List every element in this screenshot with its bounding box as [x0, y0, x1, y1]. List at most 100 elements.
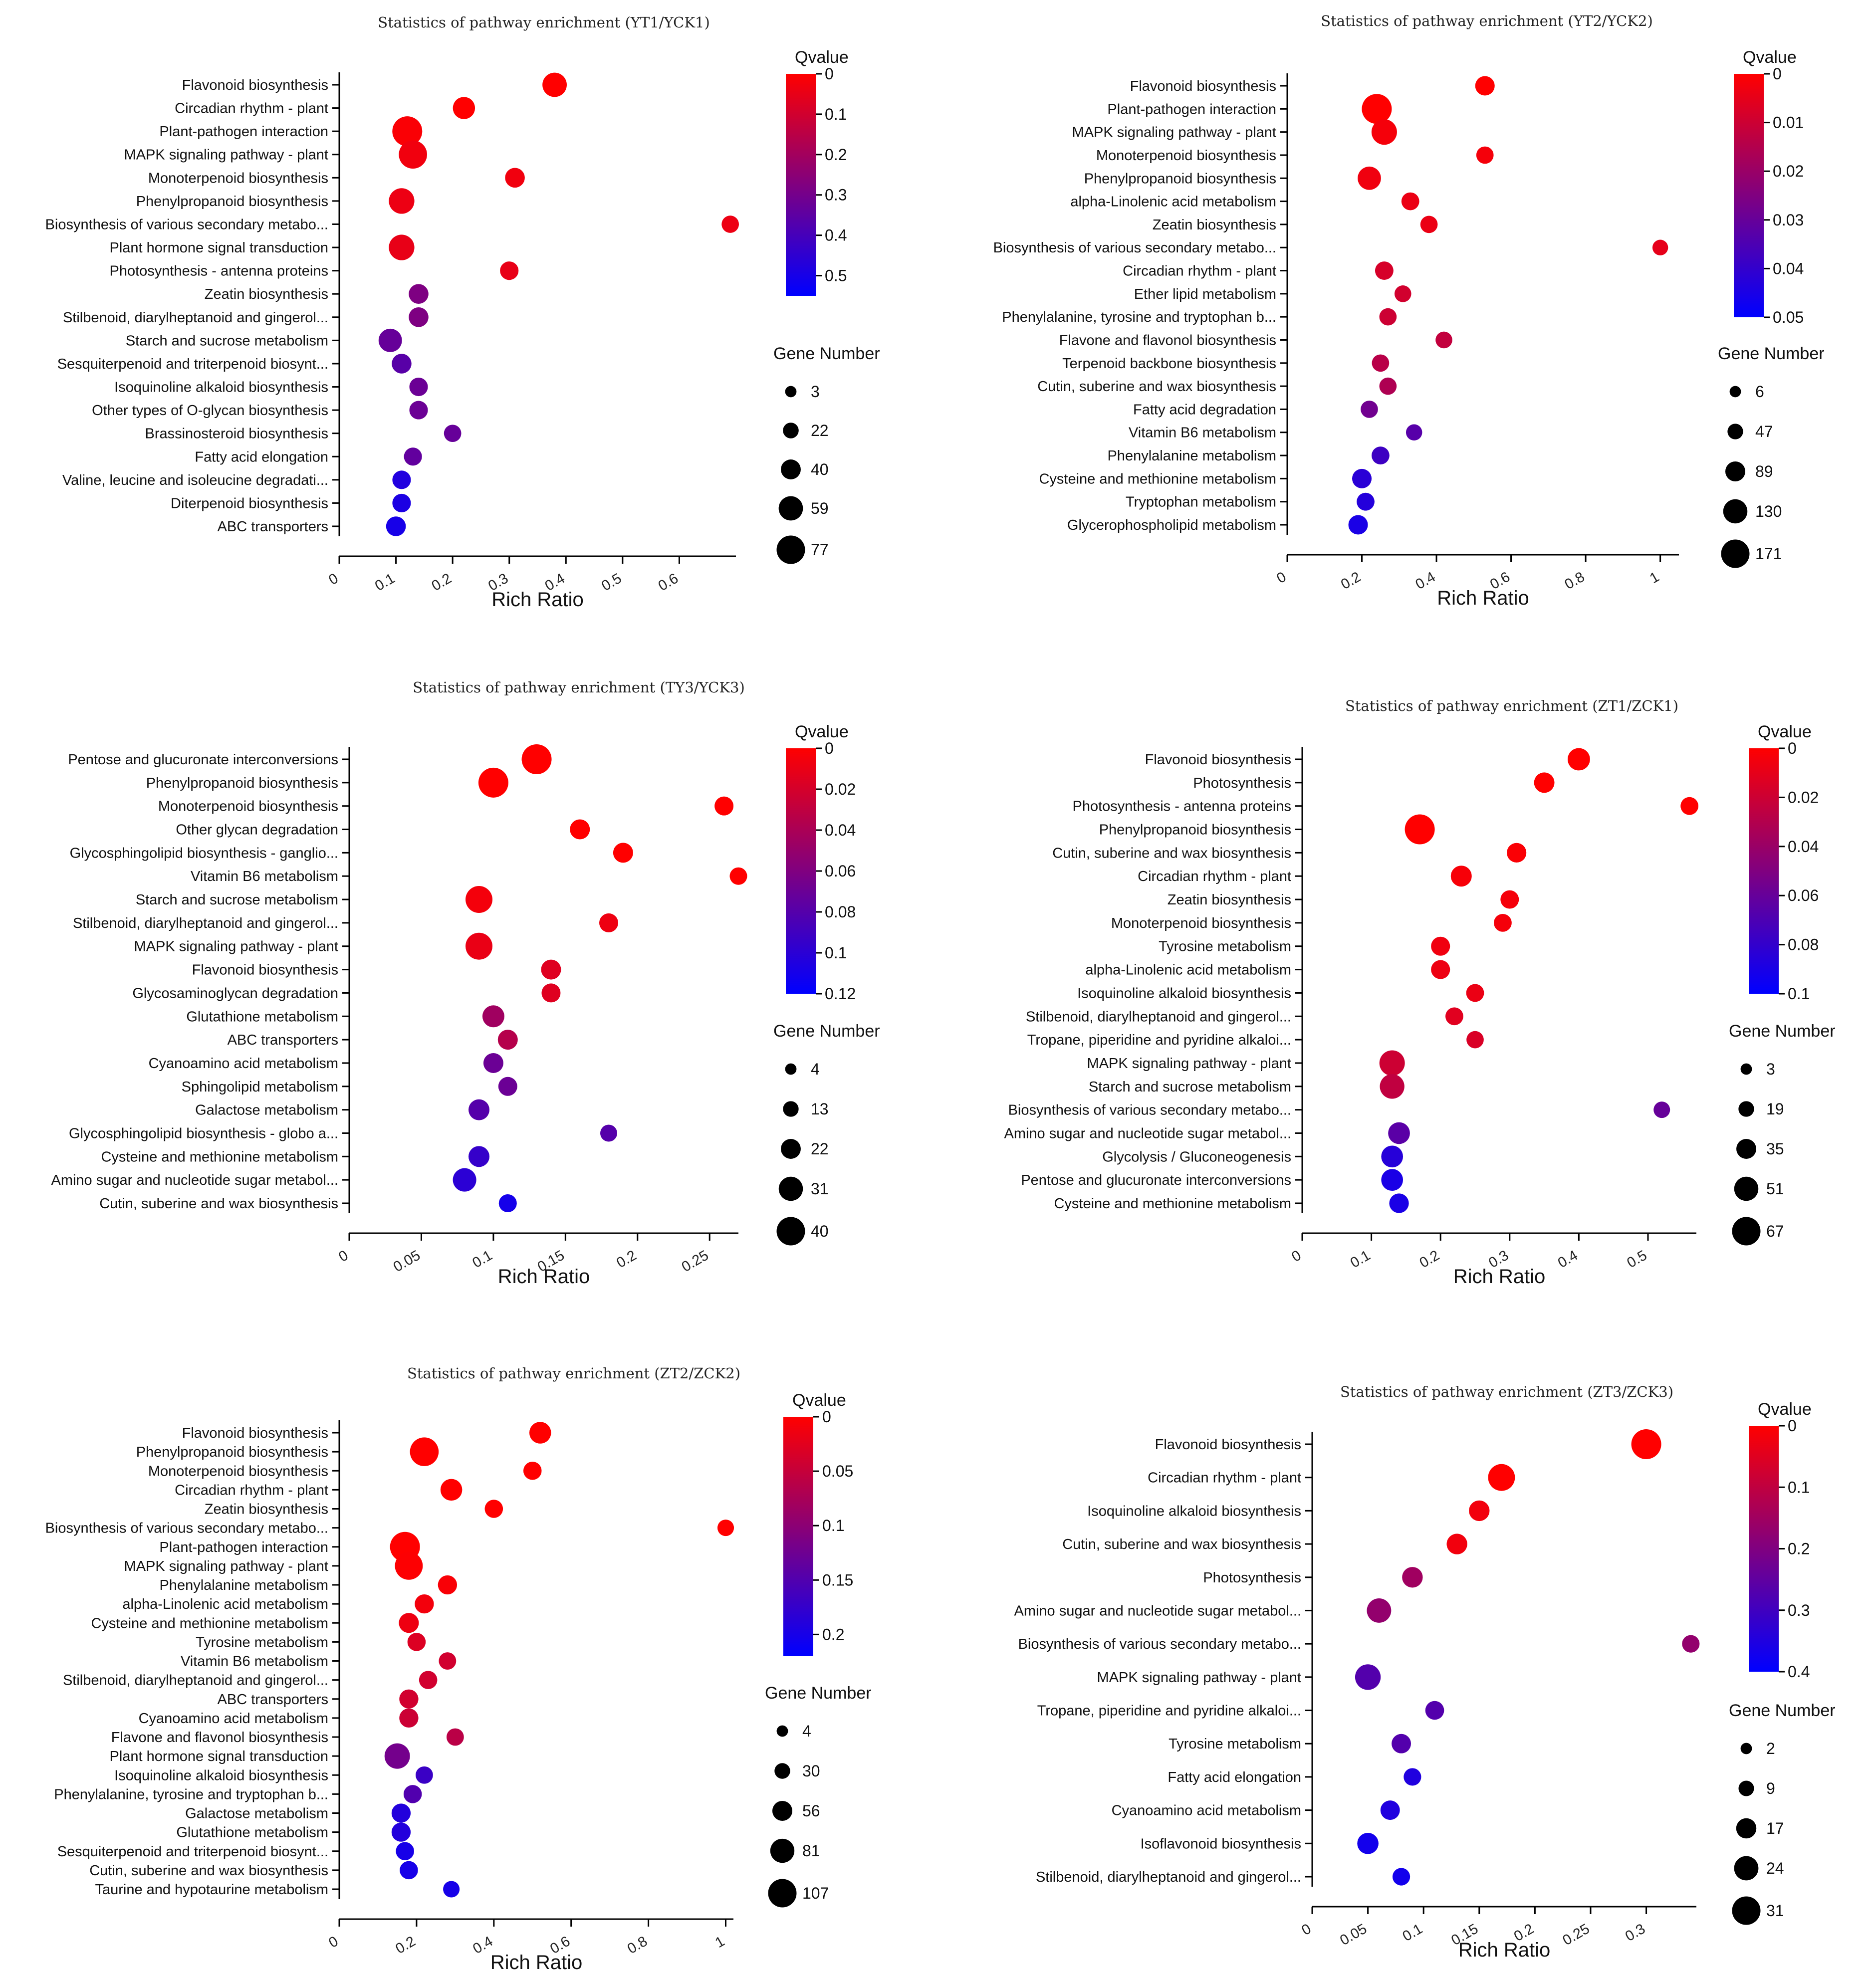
gene-number-legend-label: 17 [1766, 1819, 1784, 1837]
qvalue-tick-label: 0.2 [1788, 1540, 1810, 1558]
pathway-label: Stilbenoid, diarylheptanoid and gingerol… [1026, 1009, 1291, 1025]
pathway-label: Biosynthesis of various secondary metabo… [45, 1521, 328, 1536]
x-tick-label: 0.2 [393, 1933, 418, 1957]
pathway-label: Galactose metabolism [185, 1806, 328, 1822]
gene-number-legend-dot [785, 386, 797, 398]
qvalue-tick-label: 0 [1773, 65, 1782, 83]
data-point [1431, 960, 1450, 979]
gene-number-legend-dot [783, 423, 799, 439]
x-tick-label: 0.8 [625, 1933, 650, 1957]
pathway-label: alpha-Linolenic acid metabolism [1070, 194, 1276, 210]
gene-number-legend-dot [1727, 424, 1743, 439]
gene-number-legend-title: Gene Number [773, 344, 880, 363]
gene-number-legend-dot [1738, 1101, 1754, 1117]
pathway-label: Zeatin biosynthesis [1153, 217, 1276, 233]
data-point [399, 140, 427, 169]
data-point [482, 1005, 504, 1028]
gene-number-legend-label: 130 [1755, 502, 1782, 520]
gene-number-legend-label: 30 [802, 1762, 820, 1780]
chart-panel-4: Statistics of pathway enrichment (ZT1/ZC… [1004, 697, 1835, 1288]
data-point [1355, 1664, 1381, 1690]
gene-number-legend-label: 22 [811, 1140, 829, 1158]
pathway-label: Diterpenoid biosynthesis [171, 495, 328, 511]
x-axis-title: Rich Ratio [1458, 1939, 1551, 1961]
gene-number-legend-dot [778, 1176, 803, 1201]
data-point [409, 401, 428, 420]
pathway-label: Starch and sucrose metabolism [136, 892, 338, 908]
x-tick-label: 0.8 [1562, 569, 1588, 593]
pathway-label: Plant-pathogen interaction [1107, 101, 1276, 117]
data-point [541, 983, 561, 1003]
gene-number-legend-dot [1740, 1063, 1752, 1075]
data-point [1357, 492, 1375, 511]
pathway-label: Phenylalanine metabolism [159, 1577, 328, 1593]
pathway-label: Cysteine and methionine metabolism [1039, 471, 1276, 487]
gene-number-legend-label: 171 [1755, 545, 1782, 563]
qvalue-tick-label: 0.02 [1788, 788, 1819, 806]
x-tick-label: 0.05 [1337, 1921, 1370, 1949]
pathway-label: Pentose and glucuronate interconversions [68, 752, 338, 768]
pathway-label: Phenylpropanoid biosynthesis [136, 194, 328, 210]
pathway-label: Glycosphingolipid biosynthesis - globo a… [69, 1125, 338, 1141]
data-point [391, 1822, 411, 1842]
gene-number-legend-label: 35 [1766, 1140, 1784, 1158]
pathway-label: Amino sugar and nucleotide sugar metabol… [51, 1172, 338, 1188]
gene-number-legend-label: 59 [811, 499, 829, 517]
pathway-label: Fatty acid elongation [1168, 1769, 1301, 1785]
qvalue-colorbar [783, 1417, 813, 1656]
pathway-label: Galactose metabolism [195, 1102, 338, 1118]
data-point [1380, 1074, 1405, 1099]
x-tick-label: 0 [1299, 1921, 1314, 1939]
gene-number-legend-dot [1725, 461, 1746, 482]
gene-number-legend-title: Gene Number [1729, 1022, 1836, 1041]
qvalue-tick-label: 0.12 [825, 985, 856, 1003]
data-point [1379, 377, 1397, 395]
data-point [410, 1437, 439, 1466]
x-tick-label: 0.05 [391, 1247, 423, 1275]
pathway-label: Circadian rhythm - plant [175, 1482, 328, 1498]
data-point [407, 1633, 426, 1651]
x-tick-label: 0 [1274, 569, 1289, 587]
pathway-label: Amino sugar and nucleotide sugar metabol… [1014, 1603, 1301, 1619]
pathway-label: Stilbenoid, diarylheptanoid and gingerol… [1036, 1869, 1301, 1885]
pathway-label: Tyrosine metabolism [1169, 1736, 1301, 1752]
x-tick-label: 0.1 [372, 570, 398, 594]
qvalue-tick-label: 0.3 [1788, 1601, 1810, 1619]
x-tick-label: 0.3 [1623, 1921, 1648, 1945]
gene-number-legend-label: 3 [811, 383, 820, 401]
data-point [1394, 285, 1411, 302]
pathway-label: Zeatin biosynthesis [205, 1502, 328, 1518]
qvalue-tick-label: 0 [1788, 739, 1797, 757]
data-point [1507, 843, 1527, 863]
x-tick-label: 1 [712, 1933, 727, 1951]
pathway-label: Monoterpenoid biosynthesis [148, 170, 328, 186]
pathway-label: Flavonoid biosynthesis [1155, 1437, 1301, 1453]
pathway-label: Tryptophan metabolism [1126, 494, 1276, 510]
pathway-label: Phenylpropanoid biosynthesis [1084, 171, 1276, 187]
chart-panel-3: Statistics of pathway enrichment (TY3/YC… [51, 679, 880, 1288]
pathway-label: Biosynthesis of various secondary metabo… [1008, 1102, 1291, 1118]
pathway-label: Valine, leucine and isoleucine degradati… [62, 472, 328, 488]
qvalue-tick-label: 0.4 [825, 226, 847, 244]
pathway-label: Isoflavonoid biosynthesis [1141, 1836, 1301, 1852]
pathway-label: Stilbenoid, diarylheptanoid and gingerol… [63, 1673, 328, 1689]
data-point [1466, 984, 1484, 1002]
data-point [389, 188, 415, 214]
data-point [505, 168, 525, 188]
pathway-label: alpha-Linolenic acid metabolism [1085, 962, 1291, 978]
data-point [446, 1728, 464, 1746]
qvalue-tick-label: 0.1 [825, 105, 847, 123]
gene-number-legend-dot [783, 1101, 799, 1117]
data-point [497, 1030, 518, 1050]
pathway-label: Photosynthesis [1193, 775, 1291, 791]
pathway-label: Photosynthesis - antenna proteins [1073, 799, 1292, 815]
gene-number-legend-dot [776, 535, 805, 564]
pathway-label: ABC transporters [218, 1692, 328, 1708]
qvalue-tick-label: 0.08 [1788, 936, 1819, 954]
data-point [1367, 1598, 1392, 1623]
data-point [478, 767, 508, 798]
data-point [541, 959, 561, 980]
data-point [1469, 1500, 1490, 1522]
pathway-label: Cyanoamino acid metabolism [139, 1711, 328, 1727]
pathway-label: Phenylpropanoid biosynthesis [136, 1444, 328, 1460]
